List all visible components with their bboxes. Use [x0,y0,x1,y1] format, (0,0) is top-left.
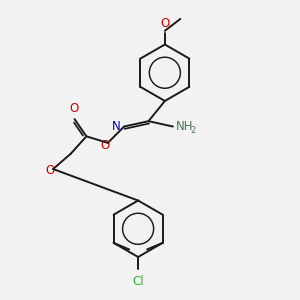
Text: O: O [160,17,170,30]
Text: N: N [112,120,121,133]
Text: Cl: Cl [132,275,144,288]
Text: O: O [100,139,110,152]
Text: 2: 2 [190,126,195,135]
Text: O: O [45,164,54,177]
Text: O: O [69,102,79,115]
Text: NH: NH [176,120,194,133]
